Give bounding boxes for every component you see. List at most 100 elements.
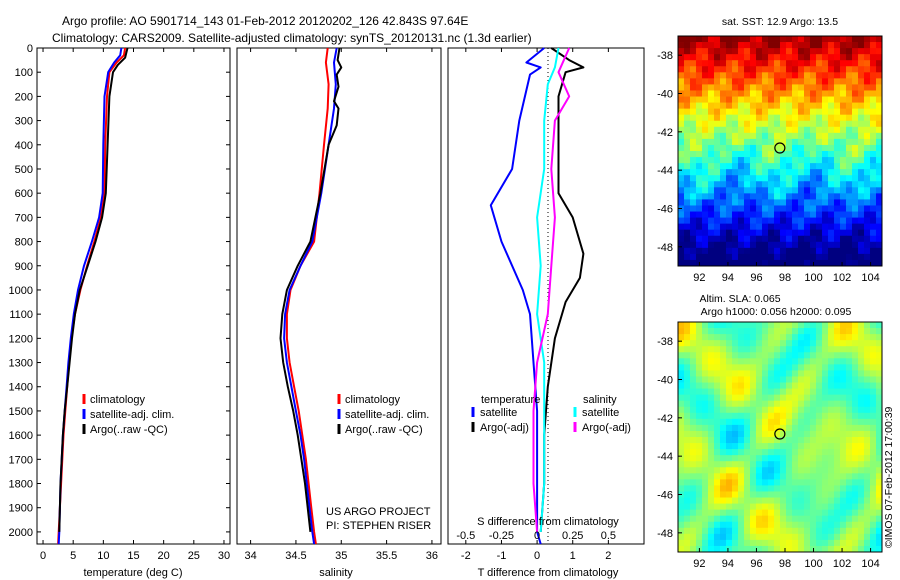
sla-cell — [732, 521, 739, 529]
sla-cell — [744, 533, 751, 541]
sla-cell — [726, 358, 733, 365]
sla-cell — [822, 539, 829, 547]
sst-cell — [714, 157, 721, 164]
sst-cell — [852, 151, 859, 158]
sla-cell — [870, 418, 877, 426]
sla-cell — [714, 394, 721, 402]
sla-cell — [678, 358, 685, 365]
sst-cell — [726, 193, 733, 200]
sst-cell — [732, 138, 739, 146]
sst-cell — [768, 223, 775, 231]
sst-cell — [750, 138, 757, 146]
sla-cell — [750, 449, 757, 456]
sla-cell — [684, 418, 691, 426]
sst-cell — [708, 253, 715, 261]
sla-cell — [684, 364, 691, 371]
sst-cell — [822, 90, 829, 97]
sla-cell — [828, 485, 835, 492]
sst-cell — [798, 175, 805, 182]
sla-cell — [816, 485, 823, 492]
sla-cell — [846, 533, 853, 541]
sst-cell — [768, 217, 775, 225]
sst-cell — [834, 223, 841, 231]
sla-cell — [696, 479, 703, 486]
sla-cell — [678, 503, 685, 511]
sla-cell — [792, 545, 799, 553]
sst-cell — [732, 60, 739, 67]
sla-cell — [864, 406, 871, 414]
sla-cell — [846, 509, 853, 517]
sst-cell — [780, 253, 787, 261]
sla-cell — [840, 497, 847, 504]
sla-cell — [720, 358, 727, 365]
sst-cell — [840, 60, 847, 67]
sst-cell — [756, 108, 763, 116]
sst-cell — [762, 72, 769, 79]
sla-cell — [696, 527, 703, 535]
sst-cell — [696, 42, 703, 49]
sla-cell — [762, 437, 769, 444]
sla-cell — [846, 424, 853, 432]
sla-cell — [804, 430, 811, 438]
sla-cell — [846, 503, 853, 511]
x-tick-label: 35.5 — [376, 550, 397, 562]
sla-cell — [684, 479, 691, 486]
sla-cell — [810, 388, 817, 396]
sst-cell — [702, 151, 709, 158]
sst-cell — [828, 138, 835, 146]
sst-cell — [678, 108, 685, 116]
sst-cell — [750, 126, 757, 134]
sst-cell — [678, 84, 685, 91]
sla-cell — [846, 485, 853, 492]
sla-cell — [834, 503, 841, 511]
sla-cell — [750, 461, 757, 468]
sst-cell — [822, 151, 829, 158]
sla-cell — [786, 509, 793, 517]
sla-cell — [804, 382, 811, 389]
sla-cell — [756, 485, 763, 492]
sla-cell — [822, 400, 829, 408]
sla-cell — [726, 376, 733, 383]
lon-tick-label: 92 — [693, 272, 705, 284]
sst-cell — [786, 163, 793, 170]
sst-cell — [750, 78, 757, 85]
sst-cell — [738, 193, 745, 200]
sla-cell — [810, 376, 817, 383]
sst-cell — [822, 132, 829, 140]
sla-cell — [732, 412, 739, 420]
sla-cell — [798, 479, 805, 486]
sst-cell — [756, 54, 763, 61]
sla-cell — [696, 406, 703, 414]
sla-cell — [726, 394, 733, 402]
sla-cell — [834, 509, 841, 517]
sla-cell — [828, 443, 835, 450]
sla-cell — [864, 370, 871, 377]
sst-cell — [852, 90, 859, 97]
sla-cell — [714, 455, 721, 462]
sla-cell — [870, 430, 877, 438]
sla-cell — [870, 485, 877, 492]
sst-cell — [684, 157, 691, 164]
sst-cell — [858, 253, 865, 261]
sla-cell — [756, 527, 763, 535]
sst-cell — [750, 235, 757, 243]
sla-cell — [774, 533, 781, 541]
sst-cell — [720, 211, 727, 218]
sla-cell — [798, 461, 805, 468]
sla-cell — [702, 388, 709, 396]
sla-cell — [822, 340, 829, 347]
sst-cell — [714, 60, 721, 67]
sla-cell — [786, 376, 793, 383]
sst-cell — [870, 151, 877, 158]
sst-cell — [720, 193, 727, 200]
sst-cell — [852, 253, 859, 261]
sla-cell — [810, 424, 817, 432]
sst-cell — [732, 72, 739, 79]
sst-cell — [738, 199, 745, 206]
sst-cell — [816, 114, 823, 122]
sst-cell — [864, 175, 871, 182]
sla-cell — [774, 473, 781, 480]
sst-cell — [750, 241, 757, 249]
sla-cell — [678, 334, 685, 341]
sst-cell — [810, 229, 817, 237]
